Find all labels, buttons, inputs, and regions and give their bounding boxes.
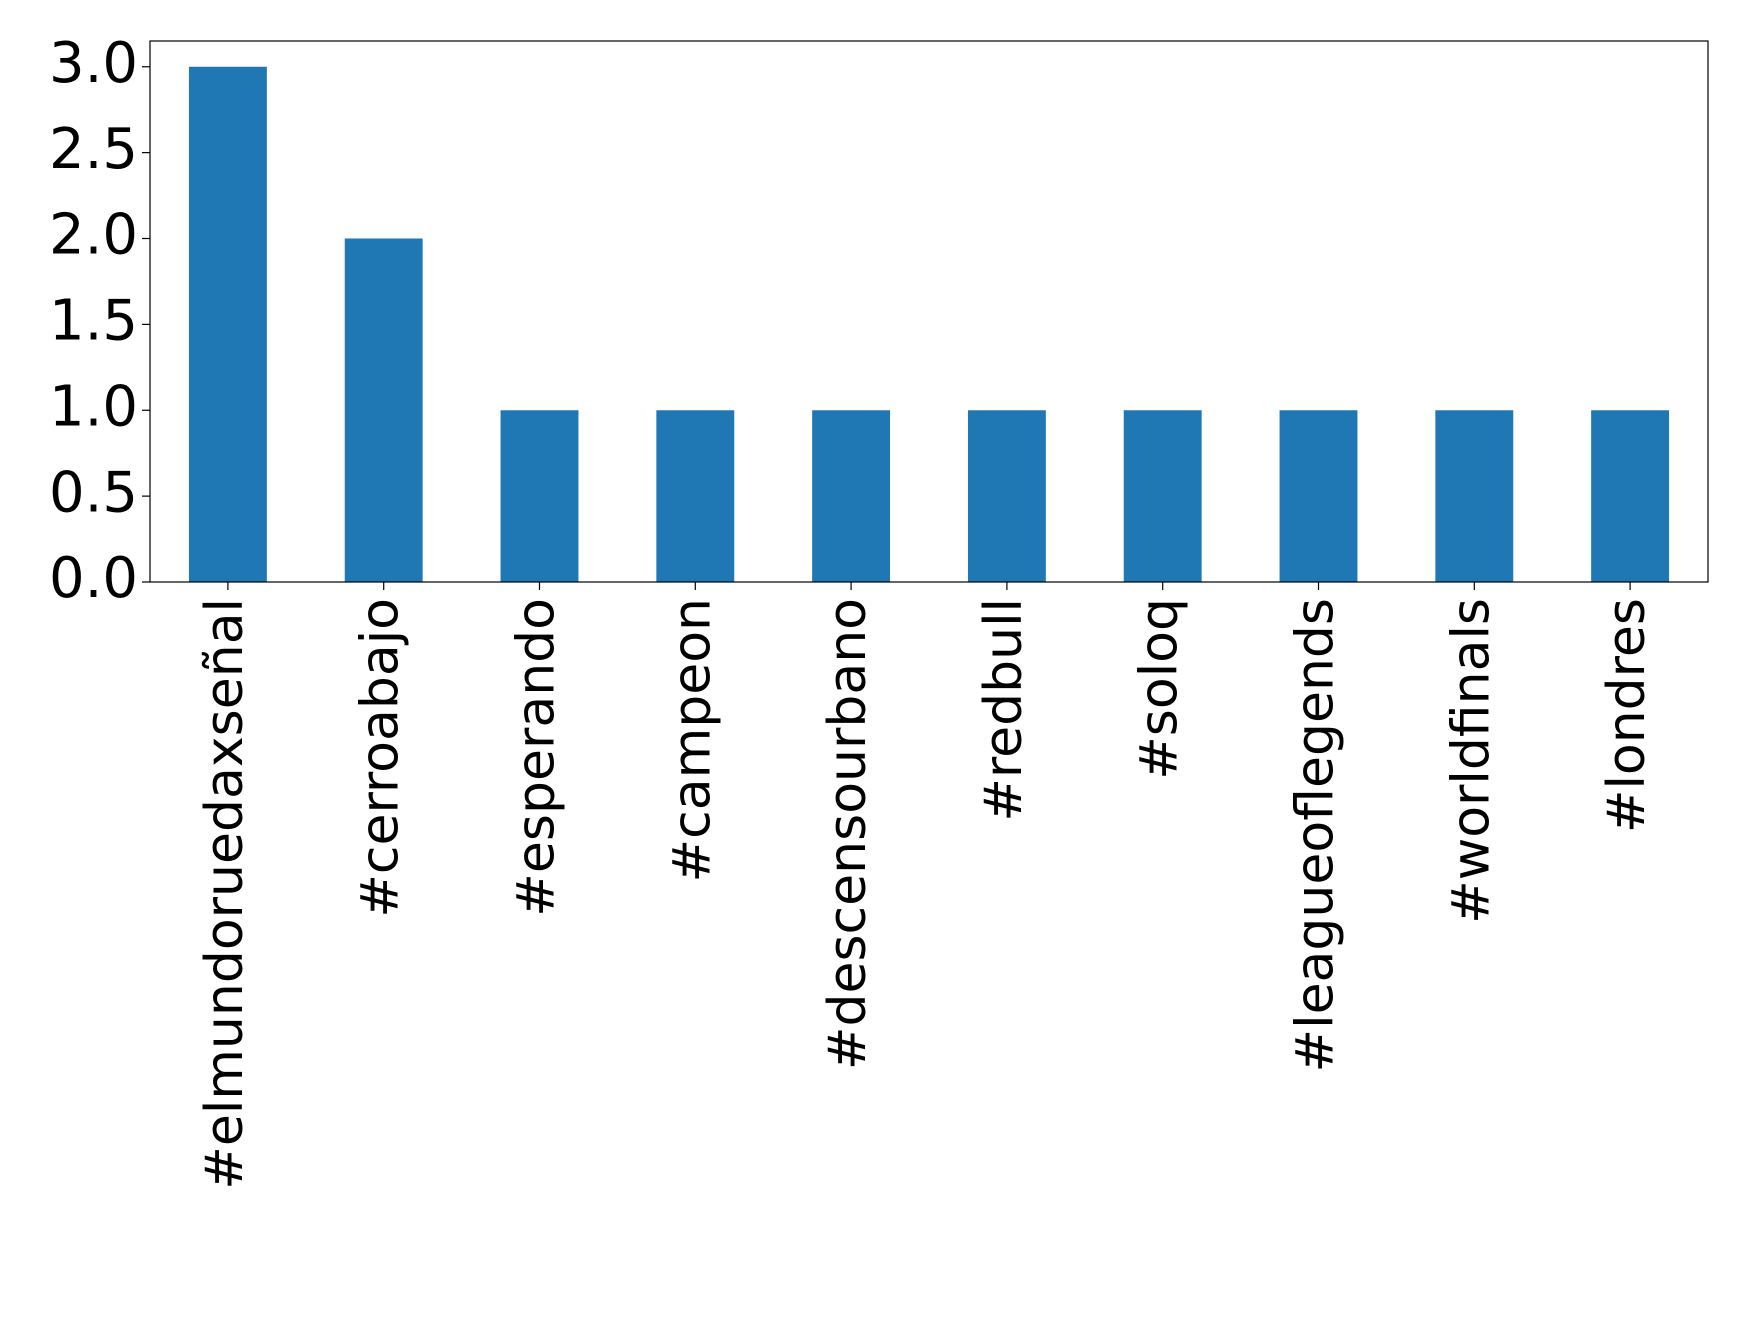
x-tick-label: #elmundoruedaxseñal [195, 598, 255, 1190]
x-tick-label: #descensourbano [818, 598, 878, 1070]
bar [1123, 410, 1202, 582]
bar [344, 238, 423, 582]
y-tick-label: 0.5 [49, 460, 138, 525]
y-tick-label: 1.5 [49, 289, 138, 354]
bar [500, 410, 579, 582]
y-tick-label: 0.0 [49, 546, 138, 611]
x-tick-label: #redbull [974, 598, 1034, 822]
bar [812, 410, 891, 582]
bar [967, 410, 1046, 582]
y-tick-label: 3.0 [49, 31, 138, 96]
x-tick-label: #worldfinals [1441, 598, 1501, 924]
x-tick-label: #soloq [1130, 598, 1190, 780]
bar [656, 410, 735, 582]
plot-frame [149, 40, 1709, 583]
x-tick-label: #cerroabajo [351, 598, 411, 918]
y-tick-label: 1.0 [49, 374, 138, 439]
x-tick-label: #esperando [507, 598, 567, 917]
y-tick-label: 2.0 [49, 203, 138, 268]
bar [188, 66, 267, 582]
x-tick-label: #leagueoflegends [1286, 598, 1346, 1072]
bar [1591, 410, 1670, 582]
x-tick-label: #campeon [662, 598, 722, 882]
bar [1435, 410, 1514, 582]
bar [1279, 410, 1358, 582]
x-tick-label: #londres [1597, 598, 1657, 833]
y-tick-label: 2.5 [49, 117, 138, 182]
